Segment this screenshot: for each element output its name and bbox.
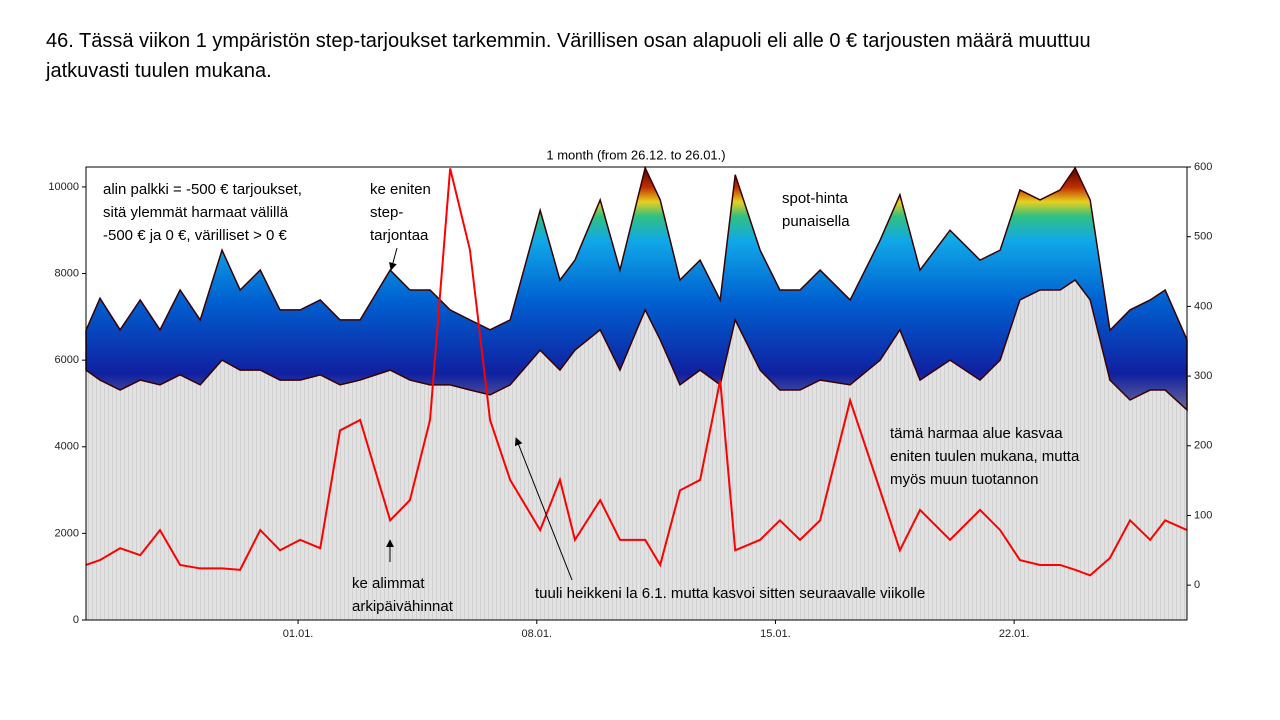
annotation: eniten tuulen mukana, mutta bbox=[890, 448, 1080, 465]
annotation: punaisella bbox=[782, 213, 850, 230]
x-tick-label: 22.01. bbox=[999, 628, 1030, 640]
annotation: arkipäivähinnat bbox=[352, 598, 454, 615]
y-tick-label: 6000 bbox=[55, 354, 79, 366]
annotation: tämä harmaa alue kasvaa bbox=[890, 425, 1063, 442]
arrow bbox=[389, 247, 398, 271]
slide-title: jatkuvasti tuulen mukana. bbox=[46, 60, 272, 82]
y2-tick-label: 300 bbox=[1194, 370, 1212, 382]
y2-tick-label: 0 bbox=[1194, 579, 1200, 591]
x-tick-label: 01.01. bbox=[283, 628, 314, 640]
arrow bbox=[514, 437, 573, 581]
x-tick-label: 08.01. bbox=[521, 628, 552, 640]
plot-frame bbox=[85, 166, 1188, 621]
y-tick-label: 2000 bbox=[55, 527, 79, 539]
annotation: step- bbox=[370, 204, 403, 221]
annotation: sitä ylemmät harmaat välillä bbox=[103, 204, 289, 221]
annotation: ke alimmat bbox=[352, 575, 425, 592]
chart-title: 1 month (from 26.12. to 26.01.) bbox=[546, 147, 725, 162]
slide-title: 46. Tässä viikon 1 ympäristön step-tarjo… bbox=[46, 30, 1091, 52]
y2-tick-label: 100 bbox=[1194, 509, 1212, 521]
y-tick-label: 10000 bbox=[48, 181, 79, 193]
annotation: tarjontaa bbox=[370, 227, 429, 244]
y2-tick-label: 500 bbox=[1194, 231, 1212, 243]
annotation: tuuli heikkeni la 6.1. mutta kasvoi sitt… bbox=[535, 585, 925, 602]
annotation: spot-hinta bbox=[782, 190, 849, 207]
x-tick-label: 15.01. bbox=[760, 628, 791, 640]
price-line bbox=[85, 168, 1188, 577]
y2-tick-label: 200 bbox=[1194, 440, 1212, 452]
annotation: myös muun tuotannon bbox=[890, 471, 1038, 488]
annotation: ke eniten bbox=[370, 181, 431, 198]
y2-tick-label: 400 bbox=[1194, 300, 1212, 312]
y2-tick-label: 600 bbox=[1194, 161, 1212, 173]
annotation: -500 € ja 0 €, värilliset > 0 € bbox=[103, 227, 288, 244]
annotation: alin palkki = -500 € tarjoukset, bbox=[103, 181, 302, 198]
y-tick-label: 0 bbox=[73, 614, 79, 626]
y-tick-label: 8000 bbox=[55, 267, 79, 279]
y-tick-label: 4000 bbox=[55, 441, 79, 453]
